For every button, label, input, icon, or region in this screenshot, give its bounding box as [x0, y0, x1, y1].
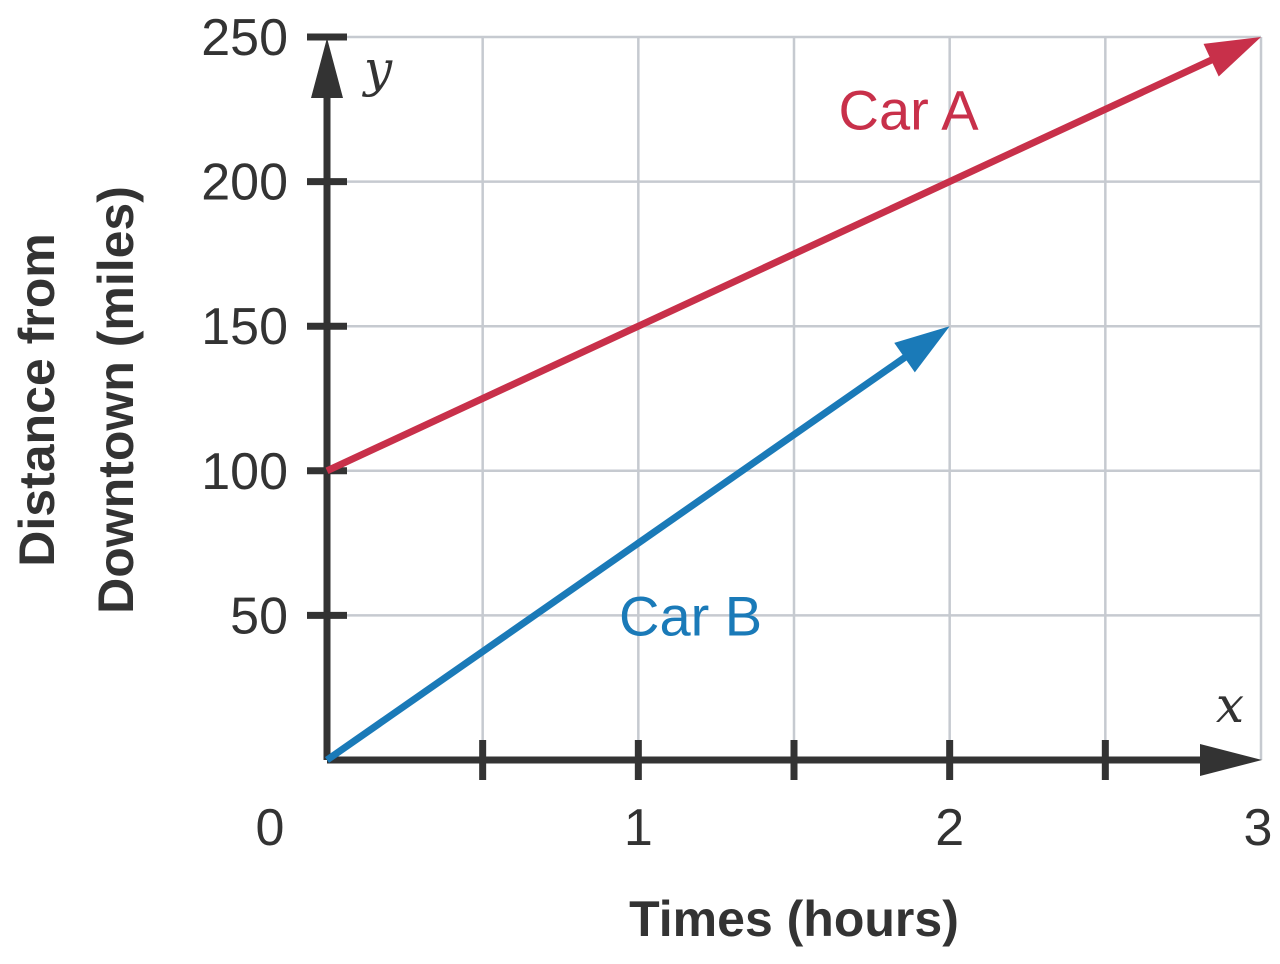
series-label-car-a: Car A: [839, 78, 980, 141]
series-arrowhead-car-b: [894, 326, 950, 373]
y-axis-arrowhead: [311, 38, 343, 98]
x-tick-label: 2: [935, 799, 964, 857]
labels: x y Times (hours) Distance from Downtown…: [9, 40, 1244, 947]
x-axis-title: Times (hours): [629, 891, 959, 947]
x-tick-label: 3: [1244, 799, 1273, 857]
y-tick-label: 100: [201, 443, 288, 501]
series-line-car-a: [325, 54, 1218, 474]
y-axis-variable: y: [362, 40, 393, 98]
y-tick-label: 50: [230, 587, 288, 645]
y-axis-title-line2: Downtown (miles): [88, 186, 144, 614]
series-line-car-b: [324, 351, 911, 763]
grid: [327, 35, 1263, 760]
y-tick-label: 250: [201, 9, 288, 67]
x-tick-label: 0: [256, 799, 285, 857]
y-tick-label: 200: [201, 154, 288, 212]
axes: 50 100 150 200 250 0 1 2 3: [201, 9, 1272, 857]
x-axis-variable: x: [1216, 676, 1244, 734]
y-axis-title-line1: Distance from: [9, 233, 65, 566]
y-tick-label: 150: [201, 298, 288, 356]
series-lines: [324, 37, 1261, 763]
x-tick-label: 1: [624, 799, 653, 857]
series-arrowhead-car-a: [1203, 37, 1261, 77]
x-axis-arrowhead: [1200, 744, 1262, 776]
series-label-car-b: Car B: [619, 584, 762, 647]
